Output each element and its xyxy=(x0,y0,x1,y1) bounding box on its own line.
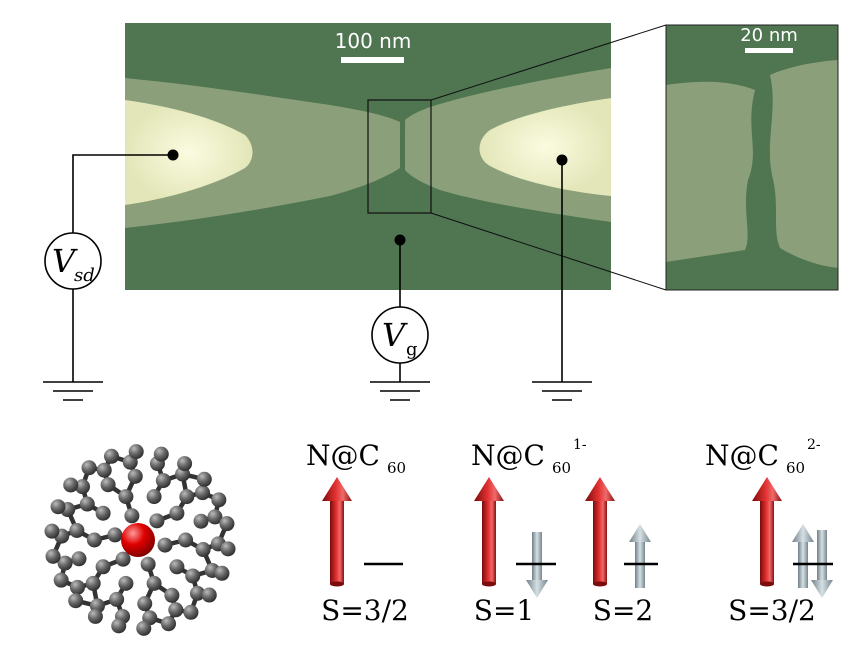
sem-image: 100 nm xyxy=(125,23,611,290)
vg-source: V g xyxy=(371,306,429,364)
spin-label-dianion: S=3/2 xyxy=(728,594,816,627)
vsd-subscript: sd xyxy=(74,265,95,286)
spin-up-arrow xyxy=(752,477,782,587)
nitrogen-atom xyxy=(121,523,155,557)
vsd-symbol: V xyxy=(52,242,78,280)
formula-neutral-main: N@C xyxy=(306,439,380,472)
spin-down-arrow xyxy=(526,532,548,598)
ground-symbols xyxy=(43,381,592,401)
spin-up-arrow xyxy=(585,477,615,587)
zoom-right-electrode xyxy=(769,60,838,268)
sem-scale-bar xyxy=(341,57,404,63)
contact-points xyxy=(167,149,568,246)
spin-up-arrow-small xyxy=(792,524,814,588)
sem-gap xyxy=(400,120,406,170)
gate-contact-dot xyxy=(394,234,406,246)
sem-left-tip xyxy=(125,100,253,205)
sem-scale-bar-label: 100 nm xyxy=(335,29,412,53)
ground-icon xyxy=(370,381,430,401)
formula-dianion-subscript: 60 xyxy=(786,459,805,477)
zoom-scale-bar-label: 20 nm xyxy=(740,25,798,46)
ground-icon xyxy=(532,381,592,401)
vsd-source-circle xyxy=(44,232,102,290)
spin-arrows xyxy=(322,477,833,598)
spin-up-arrow-small xyxy=(629,524,651,588)
spin-label-neutral: S=3/2 xyxy=(321,594,409,627)
formula-neutral: N@C 60 xyxy=(306,439,406,477)
formula-anion-main: N@C xyxy=(471,439,545,472)
vg-source-circle xyxy=(371,306,429,364)
formula-anion-superscript: 1- xyxy=(573,437,587,453)
formula-neutral-subscript: 60 xyxy=(387,459,406,477)
sem-right-tip xyxy=(479,98,611,196)
spin-label-anion-high: S=2 xyxy=(593,594,653,627)
spin-up-arrow xyxy=(322,477,352,587)
spin-label-anion-low: S=1 xyxy=(474,594,534,627)
fullerene-atoms xyxy=(44,444,236,636)
zoom-connector-top xyxy=(430,24,667,101)
formula-anion-subscript: 60 xyxy=(552,459,571,477)
zoom-scale-bar xyxy=(745,48,793,53)
formula-dianion-main: N@C xyxy=(705,439,779,472)
ground-icon xyxy=(43,381,103,401)
spin-down-arrow xyxy=(811,530,833,598)
vg-subscript: g xyxy=(406,339,418,360)
vg-symbol: V xyxy=(382,316,408,354)
formula-dianion: N@C 60 2- xyxy=(705,437,821,477)
vsd-wire-top xyxy=(72,154,173,233)
fullerene-with-nitrogen-atom-icon xyxy=(44,444,236,636)
zoom-region-box xyxy=(367,99,432,214)
circuit xyxy=(72,154,563,382)
source-contact-dot xyxy=(167,149,179,161)
zoom-connector-bottom xyxy=(430,212,667,291)
zoom-frame xyxy=(665,24,839,291)
formula-dianion-superscript: 2- xyxy=(807,437,821,453)
zoom-left-electrode xyxy=(666,81,755,262)
drain-contact-dot xyxy=(556,154,568,166)
zoom-image: 20 nm xyxy=(665,24,839,291)
formula-anion: N@C 60 1- xyxy=(471,437,587,477)
spin-up-arrow xyxy=(474,477,504,587)
vsd-source: V sd xyxy=(44,232,102,290)
